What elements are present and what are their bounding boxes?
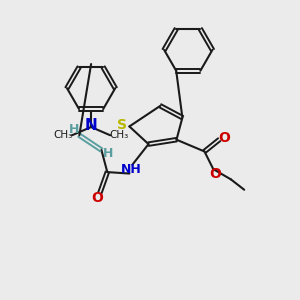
Text: CH₃: CH₃ xyxy=(53,130,73,140)
Text: S: S xyxy=(117,118,127,132)
Text: O: O xyxy=(91,191,103,205)
Text: O: O xyxy=(209,167,221,182)
Text: N: N xyxy=(85,118,98,133)
Text: CH₃: CH₃ xyxy=(110,130,129,140)
Text: H: H xyxy=(69,123,79,136)
Text: H: H xyxy=(103,147,113,160)
Text: O: O xyxy=(219,131,230,145)
Text: NH: NH xyxy=(121,163,141,176)
